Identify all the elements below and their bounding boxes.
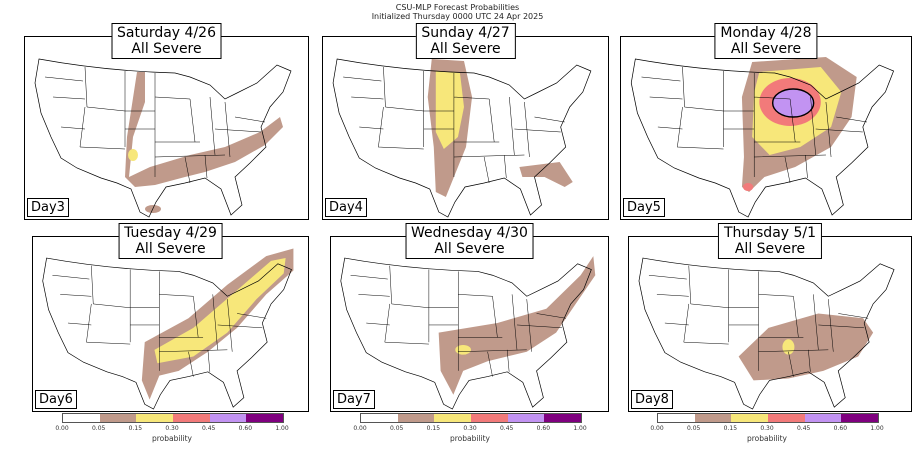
colorbar-tick: 0.45 (499, 425, 514, 432)
colorbar-segment (209, 414, 247, 422)
colorbar (657, 413, 879, 423)
colorbar-segment (768, 414, 805, 422)
map-panel-day8: Thursday 5/1 All Severe Day8 (628, 223, 912, 412)
colorbar-segment (658, 414, 695, 422)
colorbar-tick: 0.60 (536, 425, 551, 432)
colorbar-tick: 0.05 (389, 425, 404, 432)
map-panel-day4: Sunday 4/27 All Severe Day4 (322, 23, 609, 220)
colorbar-tick: 0.15 (128, 425, 143, 432)
day-label: Day5 (623, 198, 665, 217)
map-panel-day7: Wednesday 4/30 All Severe Day7 (330, 223, 609, 412)
figure-title: CSU-MLP Forecast Probabilities (395, 3, 520, 12)
panel-title: Tuesday 4/29 All Severe (118, 223, 223, 259)
colorbar-tick: 0.60 (238, 425, 253, 432)
colorbar-segment (694, 414, 732, 422)
prob-area-low (519, 162, 573, 187)
colorbar-tick: 0.05 (91, 425, 106, 432)
colorbar-tick: 0.60 (833, 425, 848, 432)
colorbar-segment (841, 414, 879, 422)
colorbar-label: probability (746, 434, 788, 443)
day-label: Day3 (27, 198, 69, 217)
prob-area-mid (154, 258, 286, 364)
colorbar-segment (63, 414, 100, 422)
colorbar-segment (804, 414, 842, 422)
colorbar-segment (471, 414, 508, 422)
colorbar-tick: 1.00 (870, 425, 884, 432)
prob-area-mid (455, 345, 471, 355)
colorbar-tick: 0.30 (165, 425, 179, 432)
panel-title: Monday 4/28 All Severe (714, 23, 818, 59)
colorbar-tick: 0.45 (201, 425, 216, 432)
panel-title: Saturday 4/26 All Severe (111, 23, 222, 59)
colorbar-segment (731, 414, 769, 422)
colorbar-segment (246, 414, 284, 422)
prob-area-low (738, 313, 874, 381)
map-panel-day3: Saturday 4/26 All Severe Day3 (24, 23, 309, 220)
colorbar-label: probability (449, 434, 491, 443)
colorbar (360, 413, 582, 423)
colorbar (62, 413, 284, 423)
day-label: Day7 (333, 390, 375, 409)
prob-area-mid (435, 71, 464, 149)
colorbar-segment (136, 414, 174, 422)
prob-area-high (742, 183, 754, 191)
prob-area-hatched (771, 88, 815, 118)
colorbar-tick: 0.30 (760, 425, 774, 432)
prob-area-low (438, 256, 596, 395)
colorbar-tick: 0.30 (463, 425, 477, 432)
day-label: Day6 (35, 390, 77, 409)
colorbar-label: probability (151, 434, 193, 443)
colorbar-tick: 1.00 (275, 425, 289, 432)
map-day3 (34, 58, 292, 218)
panel-title: Sunday 4/27 All Severe (415, 23, 516, 59)
prob-area-mid (128, 149, 138, 161)
map-panel-day6: Tuesday 4/29 All Severe Day6 (32, 223, 309, 412)
map-day4 (332, 58, 592, 218)
colorbar-segment (99, 414, 137, 422)
prob-area-low (125, 72, 283, 187)
figure-subtitle: Initialized Thursday 0000 UTC 24 Apr 202… (371, 12, 544, 21)
colorbar-tick: 0.15 (426, 425, 441, 432)
panel-title: Thursday 5/1 All Severe (717, 223, 823, 259)
map-day7 (340, 256, 596, 410)
map-day6 (42, 248, 294, 410)
map-day8 (638, 257, 895, 410)
colorbar-segment (397, 414, 435, 422)
colorbar-segment (544, 414, 582, 422)
map-day5 (630, 57, 894, 218)
colorbar-segment (173, 414, 210, 422)
day-label: Day4 (325, 198, 367, 217)
colorbar-tick: 0.00 (353, 425, 367, 432)
colorbar-tick: 0.00 (650, 425, 664, 432)
panel-title: Wednesday 4/30 All Severe (405, 223, 534, 259)
colorbar-tick: 0.15 (723, 425, 738, 432)
map-panel-day5: Monday 4/28 All Severe Day5 (620, 23, 912, 220)
colorbar-tick: 1.00 (573, 425, 587, 432)
colorbar-tick: 0.05 (686, 425, 701, 432)
colorbar-tick: 0.45 (796, 425, 811, 432)
colorbar-segment (361, 414, 398, 422)
day-label: Day8 (631, 390, 673, 409)
colorbar-tick: 0.00 (55, 425, 69, 432)
colorbar-segment (434, 414, 472, 422)
colorbar-segment (507, 414, 545, 422)
